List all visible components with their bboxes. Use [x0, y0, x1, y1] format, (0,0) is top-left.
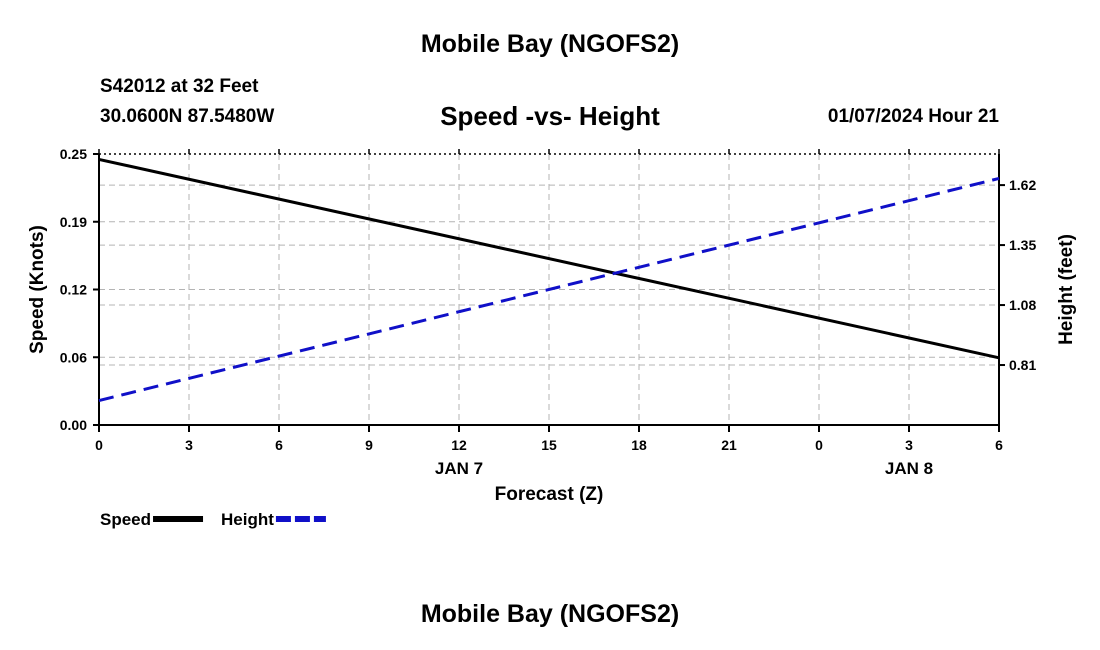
station-coordinates: 30.0600N 87.5480W [100, 106, 275, 127]
y-right-tick-label: 1.35 [1009, 237, 1036, 253]
x-tick-label: 0 [95, 437, 103, 453]
x-tick-label: 21 [721, 437, 737, 453]
y-right-tick-label: 0.81 [1009, 357, 1036, 373]
y-left-tick-label: 0.00 [60, 417, 87, 433]
y-right-tick-label: 1.08 [1009, 297, 1036, 313]
x-date-label: JAN 7 [435, 459, 483, 478]
main-title: Mobile Bay (NGOFS2) [420, 30, 680, 58]
y-right-axis-title: Height (feet) [1056, 234, 1077, 345]
x-tick-label: 15 [541, 437, 557, 453]
x-axis-title: Forecast (Z) [495, 484, 604, 505]
station-label: S42012 at 32 Feet [100, 76, 259, 97]
legend-label-speed: Speed [100, 510, 151, 529]
x-date-label: JAN 8 [885, 459, 933, 478]
y-right-tick-label: 1.62 [1009, 177, 1036, 193]
x-tick-label: 0 [815, 437, 823, 453]
chart-title: Speed -vs- Height [440, 101, 660, 131]
y-left-axis-title: Speed (Knots) [27, 225, 48, 354]
x-tick-label: 3 [905, 437, 913, 453]
x-tick-label: 12 [451, 437, 467, 453]
y-left-tick-label: 0.12 [60, 282, 87, 298]
y-left-tick-label: 0.06 [60, 349, 87, 365]
y-left-tick-label: 0.19 [60, 214, 87, 230]
series-line-height [98, 176, 1000, 403]
x-tick-label: 6 [995, 437, 1003, 453]
forecast-datetime: 01/07/2024 Hour 21 [827, 106, 999, 127]
x-tick-label: 9 [365, 437, 373, 453]
x-tick-label: 18 [631, 437, 647, 453]
x-tick-label: 6 [275, 437, 283, 453]
footer-title: Mobile Bay (NGOFS2) [420, 600, 680, 628]
series-line-speed [98, 157, 1000, 360]
legend-label-height: Height [221, 510, 274, 529]
x-tick-label: 3 [185, 437, 193, 453]
y-left-tick-label: 0.25 [60, 146, 87, 162]
